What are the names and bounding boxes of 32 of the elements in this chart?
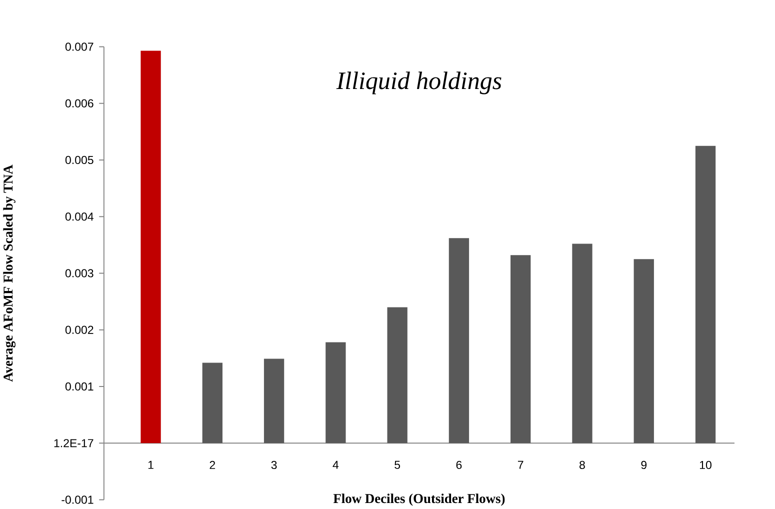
bar <box>387 307 408 444</box>
x-axis-title: Flow Deciles (Outsider Flows) <box>333 494 505 506</box>
x-tick-label: 1 <box>148 460 154 469</box>
bar <box>634 259 654 444</box>
y-tick-label: 0.002 <box>65 326 94 334</box>
x-tick-label: 4 <box>332 460 339 469</box>
y-tick-label: 0.006 <box>65 99 94 108</box>
x-tick-label: 7 <box>518 460 524 469</box>
bar <box>202 362 222 444</box>
bar <box>695 146 716 444</box>
y-tick-label: 0.007 <box>65 42 94 51</box>
x-tick-label: 6 <box>456 460 462 470</box>
bar <box>448 238 470 444</box>
bar <box>140 50 161 444</box>
y-tick-label: 0.004 <box>65 212 94 221</box>
x-tick-label: 8 <box>580 460 585 470</box>
x-tick-label: 2 <box>210 460 216 469</box>
bar <box>572 244 592 444</box>
y-tick-label: 1.2E-17 <box>54 439 94 448</box>
y-tick-label: -0.001 <box>62 496 94 504</box>
bar <box>264 358 284 444</box>
bar <box>510 255 531 444</box>
bar <box>326 342 346 444</box>
x-tick-label: 3 <box>271 460 277 470</box>
y-tick-label: 0.005 <box>65 156 94 164</box>
x-tick-label: 9 <box>641 460 647 470</box>
x-tick-label: 10 <box>700 460 712 470</box>
y-axis-title: Average AFoMF Flow Scaled by TNA <box>3 164 16 382</box>
y-tick-label: 0.001 <box>65 382 94 391</box>
text: Illiquid holdings <box>336 72 502 94</box>
y-tick-label: 0.003 <box>65 269 94 278</box>
x-tick-label: 5 <box>394 460 400 469</box>
